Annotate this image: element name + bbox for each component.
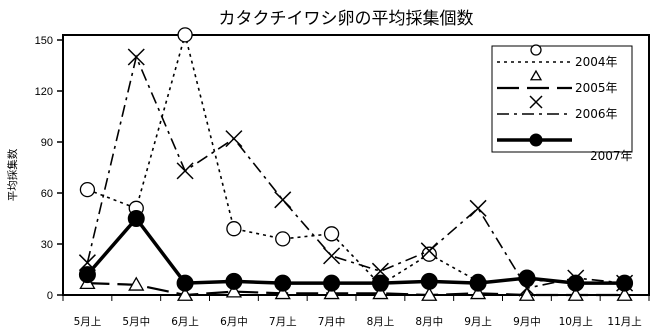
data-point (323, 226, 340, 242)
legend-label: 2007年 (590, 149, 633, 163)
series-line (87, 282, 625, 297)
data-point (79, 181, 96, 198)
data-point (469, 199, 487, 217)
data-point (616, 274, 634, 292)
x-tick-label: 8月上 (367, 316, 395, 328)
data-point (177, 27, 193, 43)
series (79, 274, 633, 301)
series-line (86, 54, 625, 290)
y-tick-label: 0 (47, 290, 53, 302)
legend-label: 2006年 (575, 107, 618, 121)
data-point (274, 274, 292, 292)
y-tick-label: 90 (41, 137, 53, 149)
data-point (567, 274, 585, 292)
data-point (323, 284, 340, 300)
data-point (323, 274, 341, 292)
data-point-stroke (420, 242, 438, 260)
data-point (372, 284, 389, 300)
legend: 2004年 2005年 2006年 2007年 (491, 44, 633, 163)
data-point-stroke (529, 95, 543, 109)
series (78, 210, 634, 292)
data-point (530, 44, 542, 56)
y-tick-label: 60 (41, 188, 53, 200)
x-tick-label: 7月上 (269, 316, 297, 328)
data-point (225, 283, 243, 298)
data-point-stroke (274, 191, 292, 209)
data-point (529, 69, 543, 81)
y-axis: 0 30 60 90 120 150 (35, 35, 63, 302)
x-tick-label: 6月中 (220, 315, 248, 328)
data-point-stroke (127, 48, 145, 66)
data-point-stroke (323, 247, 341, 265)
data-point (226, 221, 242, 237)
series-line (86, 215, 625, 285)
x-tick-label: 9月中 (513, 315, 541, 328)
data-point (371, 274, 389, 292)
data-point (274, 284, 291, 300)
data-point (529, 133, 543, 147)
y-tick-label: 120 (35, 86, 53, 98)
legend-box (491, 45, 633, 153)
data-point (529, 95, 543, 109)
data-point (469, 284, 487, 300)
data-point (176, 274, 194, 292)
chart-title: カタクチイワシ卵の平均採集個数 (219, 9, 474, 29)
data-point (518, 286, 536, 301)
y-tick-label: 150 (35, 35, 53, 47)
x-tick-label: 10月上 (559, 316, 593, 328)
data-point (421, 246, 437, 262)
x-tick-label: 5月上 (74, 316, 102, 328)
data-point-stroke (469, 199, 487, 217)
y-axis-label: 平均採集数 (6, 148, 19, 201)
data-point (127, 48, 145, 66)
x-axis: 5月上 5月中 6月上 6月中 7月上 7月中 8月上 8月中 9月上 9月中 10月上 11月上 (62, 295, 650, 328)
data-point (420, 272, 438, 290)
data-point (421, 286, 438, 301)
data-point (176, 286, 194, 301)
x-tick-label: 8月中 (415, 315, 443, 328)
x-tick-label: 5月中 (122, 315, 150, 328)
data-point (176, 162, 194, 180)
data-point (567, 286, 584, 301)
x-tick-label: 7月中 (318, 315, 346, 328)
data-point (225, 272, 243, 290)
data-point (518, 269, 536, 287)
y-tick-label: 30 (41, 239, 53, 251)
x-tick-label: 9月上 (464, 316, 492, 328)
data-point-stroke (176, 162, 194, 180)
data-point (323, 247, 341, 265)
series-layer (78, 27, 634, 301)
legend-label: 2004年 (575, 55, 618, 69)
data-point (78, 266, 96, 284)
x-tick-label: 11月上 (607, 316, 641, 328)
x-tick-label: 6月上 (171, 316, 199, 328)
data-point (274, 191, 292, 209)
data-point (469, 274, 487, 292)
data-point-stroke (225, 130, 243, 148)
data-point (127, 210, 145, 227)
legend-label: 2005年 (575, 81, 618, 95)
data-point (616, 286, 633, 301)
data-point (225, 130, 243, 148)
data-point (275, 231, 291, 247)
data-point (128, 276, 145, 291)
data-point (420, 242, 438, 260)
